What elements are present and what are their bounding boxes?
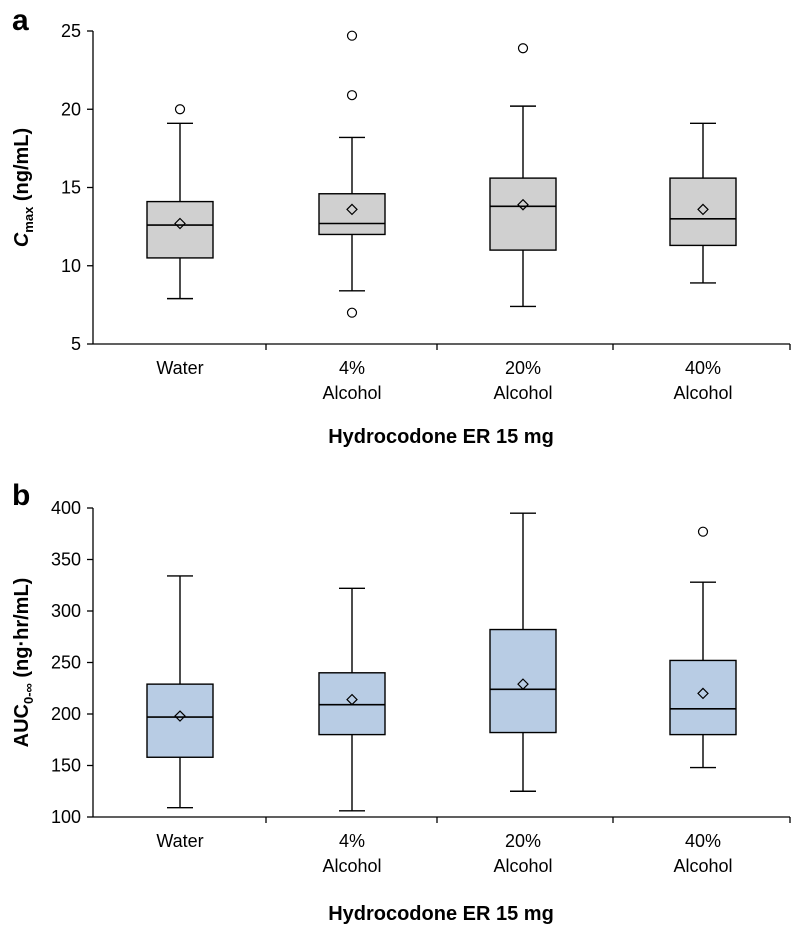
category-label: Alcohol <box>493 383 552 403</box>
y-axis-label: Cmax (ng/mL) <box>11 128 36 247</box>
outlier-point <box>346 30 358 41</box>
iqr-box <box>318 193 386 236</box>
iqr-box <box>146 683 214 758</box>
outlier-point <box>346 307 358 318</box>
panel-a: a 5 10 15 20 25 Water 4% Alcohol 20% Alcohol 40% Alc… <box>11 4 791 448</box>
y-tick-label: 15 <box>61 178 81 198</box>
box-plot <box>489 512 557 792</box>
y-tick-label: 350 <box>51 550 81 570</box>
box-plot <box>146 104 214 300</box>
category-label: Water <box>156 831 203 851</box>
box-plot <box>669 526 737 769</box>
box-plot <box>146 575 214 809</box>
mean-marker <box>346 693 358 706</box>
category-label: Alcohol <box>322 856 381 876</box>
category-label: 20% <box>505 358 541 378</box>
outlier-point <box>517 43 529 54</box>
category-label: 40% <box>685 831 721 851</box>
y-axis-label-sub: 0-∞ <box>21 683 36 704</box>
iqr-box <box>146 200 214 259</box>
category-label: Water <box>156 358 203 378</box>
category-label: 20% <box>505 831 541 851</box>
outlier-point <box>346 90 358 101</box>
category-label: Alcohol <box>322 383 381 403</box>
y-axis-label: AUC0-∞ (ng·hr/mL) <box>11 578 36 748</box>
panel-letter: a <box>12 4 29 37</box>
category-label: Alcohol <box>673 856 732 876</box>
mean-marker <box>174 710 186 722</box>
iqr-box <box>489 628 557 734</box>
outlier-point <box>174 104 186 115</box>
panel-letter: b <box>12 479 30 512</box>
y-axis-label-unit: (ng/mL) <box>11 128 33 207</box>
box-plot <box>318 30 386 318</box>
x-axis-label: Hydrocodone ER 15 mg <box>328 426 554 448</box>
mean-marker <box>697 203 709 216</box>
y-axis-label-main: AUC <box>11 704 33 747</box>
mean-marker <box>697 687 709 700</box>
y-tick-label: 20 <box>61 99 81 119</box>
y-axis-label-sub: max <box>21 206 36 233</box>
y-tick-label: 100 <box>51 807 81 827</box>
iqr-box <box>669 177 737 247</box>
category-label: 40% <box>685 358 721 378</box>
mean-marker <box>346 203 358 216</box>
box-plot <box>489 43 557 308</box>
mean-marker <box>517 678 529 690</box>
panel-b: b 100 150 200 250 300 350 400 Water 4% Alcohol 20% A… <box>11 479 791 925</box>
y-tick-label: 250 <box>51 653 81 673</box>
y-tick-label: 10 <box>61 256 81 276</box>
iqr-box <box>669 659 737 736</box>
iqr-box <box>318 672 386 736</box>
y-tick-label: 5 <box>71 334 81 354</box>
iqr-box <box>489 177 557 251</box>
y-tick-label: 300 <box>51 601 81 621</box>
box-plot <box>669 122 737 284</box>
y-axis-label-main: C <box>11 232 33 247</box>
y-tick-label: 200 <box>51 704 81 724</box>
y-axis-label-unit: (ng·hr/mL) <box>11 578 33 684</box>
box-plot <box>318 587 386 812</box>
y-tick-label: 25 <box>61 21 81 41</box>
y-tick-label: 400 <box>51 498 81 518</box>
category-label: 4% <box>339 831 365 851</box>
category-label: Alcohol <box>493 856 552 876</box>
y-tick-label: 150 <box>51 756 81 776</box>
category-label: 4% <box>339 358 365 378</box>
category-label: Alcohol <box>673 383 732 403</box>
x-axis-label: Hydrocodone ER 15 mg <box>328 903 554 925</box>
outlier-point <box>697 526 709 537</box>
mean-marker <box>517 198 529 211</box>
mean-marker <box>174 217 186 230</box>
